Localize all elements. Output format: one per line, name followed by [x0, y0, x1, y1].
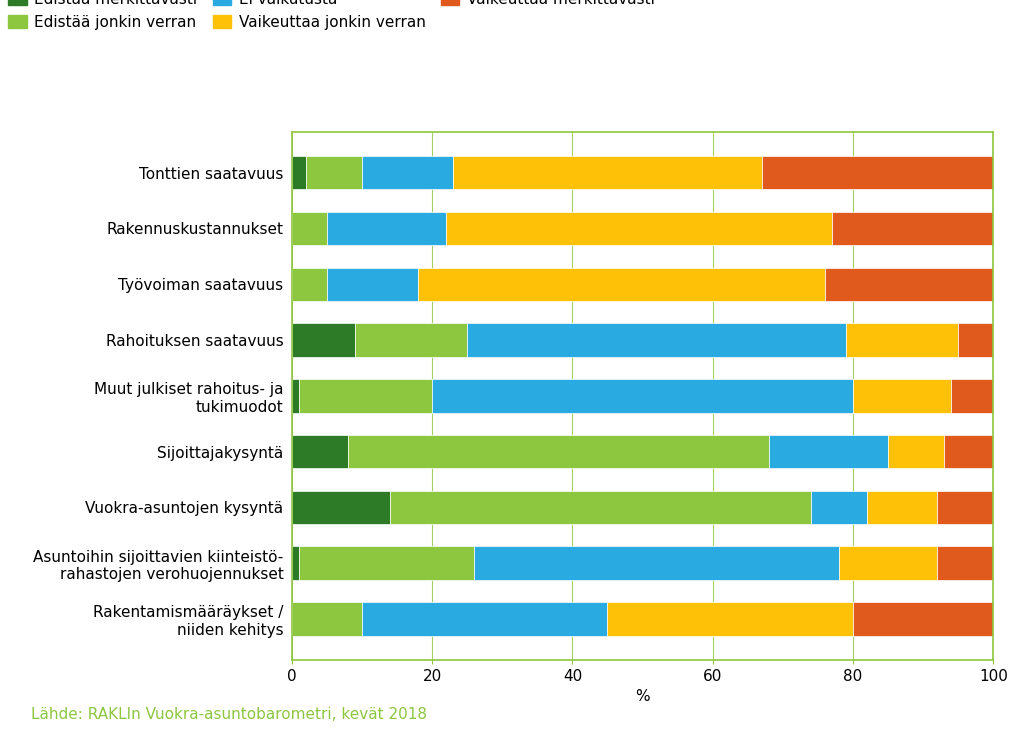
Bar — [327, 268, 418, 301]
Bar — [418, 268, 825, 301]
X-axis label: %: % — [635, 689, 650, 704]
Bar — [390, 490, 811, 524]
Bar — [306, 156, 362, 189]
Bar — [937, 490, 993, 524]
Bar — [292, 212, 327, 246]
Bar — [362, 156, 454, 189]
Bar — [769, 435, 888, 468]
Bar — [355, 323, 467, 357]
Bar — [292, 323, 355, 357]
Bar — [811, 490, 867, 524]
Bar — [292, 603, 362, 636]
Bar — [762, 156, 993, 189]
Bar — [958, 323, 993, 357]
Bar — [327, 212, 446, 246]
Legend: Edistää merkittävästi, Edistää jonkin verran, Ei vaikutusta, Vaikeuttaa jonkin v: Edistää merkittävästi, Edistää jonkin ve… — [8, 0, 654, 29]
Bar — [607, 603, 853, 636]
Bar — [446, 212, 831, 246]
Bar — [432, 379, 853, 413]
Bar — [474, 546, 839, 580]
Bar — [853, 379, 951, 413]
Bar — [846, 323, 958, 357]
Bar — [944, 435, 993, 468]
Bar — [467, 323, 846, 357]
Bar — [853, 603, 993, 636]
Bar — [299, 546, 474, 580]
Bar — [454, 156, 762, 189]
Bar — [292, 435, 348, 468]
Bar — [292, 490, 390, 524]
Bar — [362, 603, 607, 636]
Bar — [831, 212, 993, 246]
Bar — [292, 156, 306, 189]
Bar — [839, 546, 937, 580]
Bar — [299, 379, 432, 413]
Bar — [951, 379, 993, 413]
Bar — [292, 268, 327, 301]
Bar — [292, 379, 299, 413]
Bar — [825, 268, 993, 301]
Bar — [292, 546, 299, 580]
Bar — [348, 435, 769, 468]
Bar — [867, 490, 937, 524]
Bar — [937, 546, 993, 580]
Text: Lähde: RAKLIn Vuokra-asuntobarometri, kevät 2018: Lähde: RAKLIn Vuokra-asuntobarometri, ke… — [31, 707, 427, 722]
Bar — [888, 435, 944, 468]
